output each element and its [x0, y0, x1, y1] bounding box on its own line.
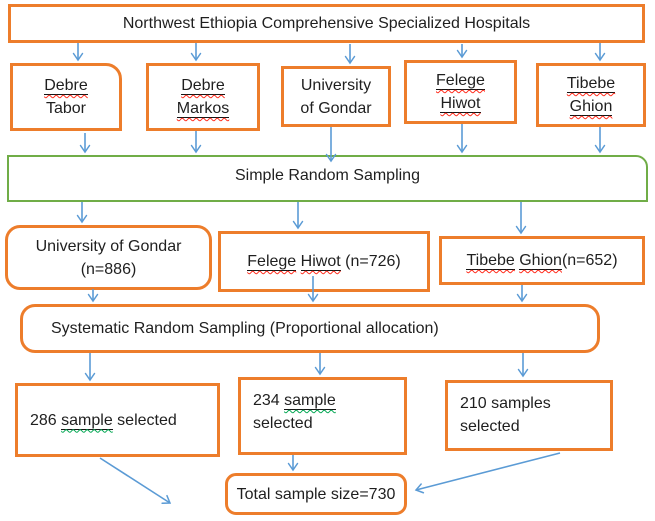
text-segment: selected	[460, 418, 520, 435]
node-label-line: 234 sample	[253, 389, 336, 412]
text-segment: sample	[61, 411, 113, 430]
node-label-line: Tibebe	[566, 72, 616, 95]
node-debre-markos: Debre Markos	[146, 63, 260, 131]
text-segment: selected	[112, 411, 177, 429]
text-segment: Felege	[247, 253, 297, 271]
node-label-line: Debre	[44, 74, 88, 97]
node-university-of-gondar: University of Gondar	[281, 66, 391, 127]
text-segment: Total sample size=730	[236, 485, 396, 503]
node-label-line: (n=886)	[81, 258, 137, 281]
node-label-line: Northwest Ethiopia Comprehensive Special…	[123, 12, 530, 35]
text-segment: Ghion	[569, 98, 613, 116]
node-label-line: selected	[253, 412, 313, 435]
node-label-line: Felege Hiwot (n=726)	[247, 250, 401, 273]
text-segment: (n=886)	[80, 260, 137, 278]
node-label-line: Felege	[436, 69, 485, 92]
node-label-line: 210 samples	[460, 392, 551, 415]
node-label-line: 286 sample selected	[30, 409, 177, 432]
node-debre-tabor: Debre Tabor	[10, 63, 122, 131]
text-segment: Debre	[44, 77, 88, 95]
node-label-line: Debre	[181, 74, 225, 97]
text-segment: Felege	[436, 72, 485, 90]
node-total-sample-size: Total sample size=730	[225, 473, 407, 515]
text-segment: Tibebe	[566, 75, 616, 93]
node-label-line: Tabor	[46, 97, 86, 120]
text-segment: Northwest Ethiopia Comprehensive Special…	[122, 15, 531, 32]
node-tibebe-ghion: Tibebe Ghion	[536, 63, 646, 127]
text-segment: Debre	[181, 77, 225, 95]
text-segment: sample	[284, 392, 336, 410]
node-top-hospitals: Northwest Ethiopia Comprehensive Special…	[8, 4, 645, 43]
text-segment: Tabor	[45, 100, 87, 117]
node-label-line: Hiwot	[440, 92, 481, 115]
node-label-line: Markos	[176, 97, 230, 120]
arrow-286-to-total	[99, 457, 172, 505]
node-label-line: Ghion	[569, 95, 613, 118]
node-label-line: Tibebe Ghion(n=652)	[466, 249, 618, 272]
text-segment: 286	[30, 411, 62, 429]
node-210-samples-selected: 210 samples selected	[445, 380, 613, 451]
node-286-sample-selected: 286 sample selected	[15, 383, 220, 457]
node-label-line: Total sample size=730	[237, 483, 396, 506]
node-simple-random-sampling: Simple Random Sampling	[7, 155, 648, 202]
node-tibebe-ghion-n652: Tibebe Ghion(n=652)	[439, 236, 645, 285]
text-segment: University of Gondar	[35, 237, 182, 255]
text-segment: Hiwot	[300, 253, 341, 271]
text-segment: of Gondar	[300, 99, 372, 117]
node-felege-hiwot-n726: Felege Hiwot (n=726)	[218, 231, 430, 292]
text-segment: Simple Random Sampling	[235, 167, 420, 184]
text-segment: Tibebe	[466, 252, 515, 270]
text-segment: University	[300, 76, 372, 94]
text-segment: Hiwot	[440, 95, 481, 113]
text-segment: 234	[253, 392, 285, 409]
text-segment: Markos	[176, 100, 230, 118]
text-segment: (n=652)	[561, 252, 618, 269]
node-systematic-random-sampling: Systematic Random Sampling (Proportional…	[20, 304, 600, 353]
text-segment: (n=726)	[340, 253, 401, 270]
arrow-210-to-total	[414, 452, 561, 494]
node-felege-hiwot: Felege Hiwot	[404, 60, 517, 124]
text-segment: 210 samples	[460, 395, 551, 412]
text-segment	[296, 253, 300, 270]
node-label-line: University	[301, 74, 371, 97]
node-label-line: Simple Random Sampling	[235, 164, 420, 187]
node-university-of-gondar-n886: University of Gondar (n=886)	[5, 225, 212, 290]
node-label-line: University of Gondar	[36, 235, 182, 258]
node-label-line: selected	[460, 415, 520, 438]
node-label-line: of Gondar	[300, 97, 371, 120]
text-segment: Ghion	[519, 252, 562, 270]
text-segment: selected	[253, 415, 313, 432]
text-segment: Systematic Random Sampling (Proportional…	[51, 320, 439, 337]
node-label-line: Systematic Random Sampling (Proportional…	[51, 317, 439, 340]
node-234-sample-selected: 234 sample selected	[238, 377, 407, 455]
